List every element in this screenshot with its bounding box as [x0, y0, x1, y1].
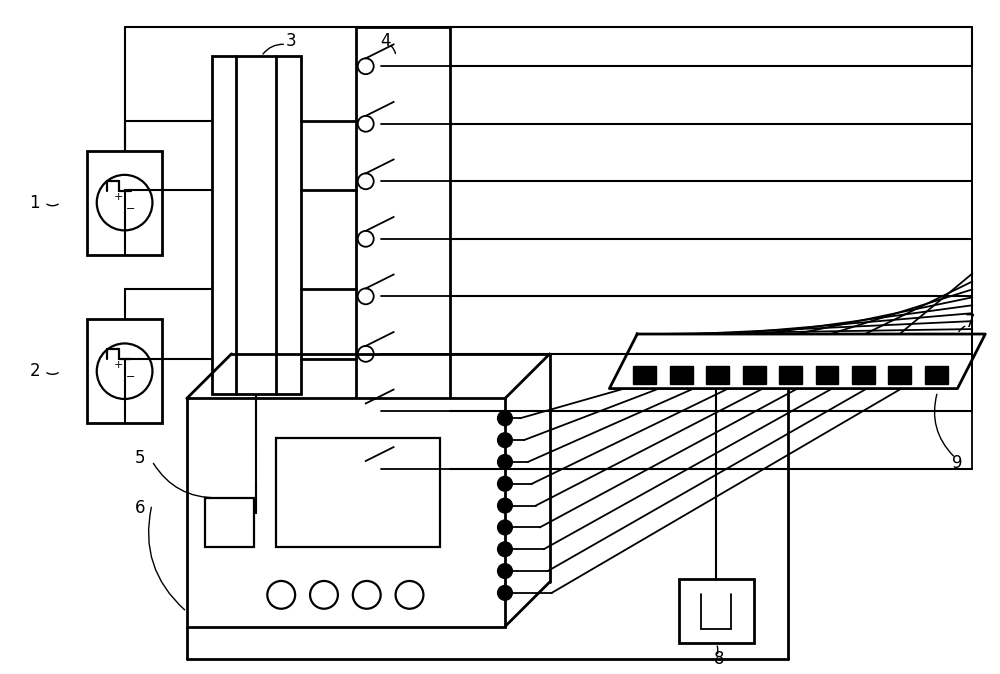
Bar [229, 448, 284, 483]
Circle shape [498, 499, 512, 512]
Bar [670, 366, 693, 384]
Bar [852, 366, 875, 384]
Bar [87, 319, 162, 423]
Text: 7: 7 [964, 313, 975, 331]
Bar [779, 366, 802, 384]
Bar [706, 366, 729, 384]
Bar [925, 366, 948, 384]
Bar [356, 26, 450, 522]
Circle shape [498, 543, 512, 556]
Text: −: − [126, 204, 135, 214]
Circle shape [498, 455, 512, 469]
Bar [743, 366, 766, 384]
Bar [816, 366, 838, 384]
Circle shape [498, 564, 512, 578]
Bar [888, 366, 911, 384]
Text: 3: 3 [286, 32, 296, 51]
Circle shape [498, 520, 512, 534]
Bar [633, 366, 656, 384]
Bar [679, 579, 754, 644]
Text: 9: 9 [952, 454, 963, 472]
Circle shape [498, 477, 512, 491]
Bar [87, 150, 162, 255]
Text: 1: 1 [29, 193, 40, 212]
Bar [205, 497, 254, 547]
Text: +: + [114, 361, 123, 370]
Text: −: − [126, 372, 135, 382]
Circle shape [498, 411, 512, 425]
Circle shape [498, 433, 512, 447]
Text: 4: 4 [380, 32, 391, 51]
Circle shape [498, 586, 512, 600]
Text: 5: 5 [135, 449, 145, 467]
Bar [187, 398, 505, 627]
Bar [212, 57, 301, 394]
Text: 6: 6 [135, 499, 145, 516]
Text: +: + [114, 191, 123, 202]
Bar [276, 438, 440, 547]
Text: 2: 2 [29, 362, 40, 380]
Text: 8: 8 [714, 650, 724, 669]
